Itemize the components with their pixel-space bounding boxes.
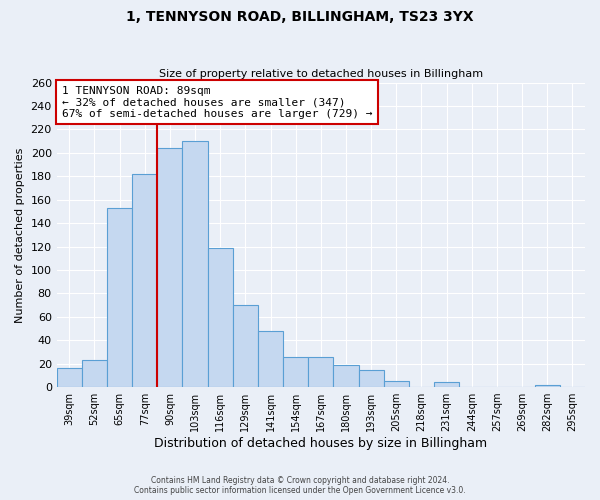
- X-axis label: Distribution of detached houses by size in Billingham: Distribution of detached houses by size …: [154, 437, 487, 450]
- Bar: [132, 174, 157, 387]
- Bar: [334, 365, 359, 387]
- Bar: [182, 141, 208, 387]
- Bar: [359, 370, 384, 387]
- Bar: [82, 360, 107, 387]
- Bar: [208, 248, 233, 387]
- Bar: [157, 148, 182, 387]
- Bar: [56, 368, 82, 387]
- Text: 1, TENNYSON ROAD, BILLINGHAM, TS23 3YX: 1, TENNYSON ROAD, BILLINGHAM, TS23 3YX: [126, 10, 474, 24]
- Bar: [308, 356, 334, 387]
- Title: Size of property relative to detached houses in Billingham: Size of property relative to detached ho…: [159, 69, 483, 79]
- Bar: [107, 208, 132, 387]
- Y-axis label: Number of detached properties: Number of detached properties: [15, 147, 25, 322]
- Bar: [283, 356, 308, 387]
- Bar: [535, 384, 560, 387]
- Bar: [434, 382, 459, 387]
- Bar: [233, 305, 258, 387]
- Bar: [384, 381, 409, 387]
- Bar: [258, 331, 283, 387]
- Text: 1 TENNYSON ROAD: 89sqm
← 32% of detached houses are smaller (347)
67% of semi-de: 1 TENNYSON ROAD: 89sqm ← 32% of detached…: [62, 86, 373, 119]
- Text: Contains HM Land Registry data © Crown copyright and database right 2024.
Contai: Contains HM Land Registry data © Crown c…: [134, 476, 466, 495]
